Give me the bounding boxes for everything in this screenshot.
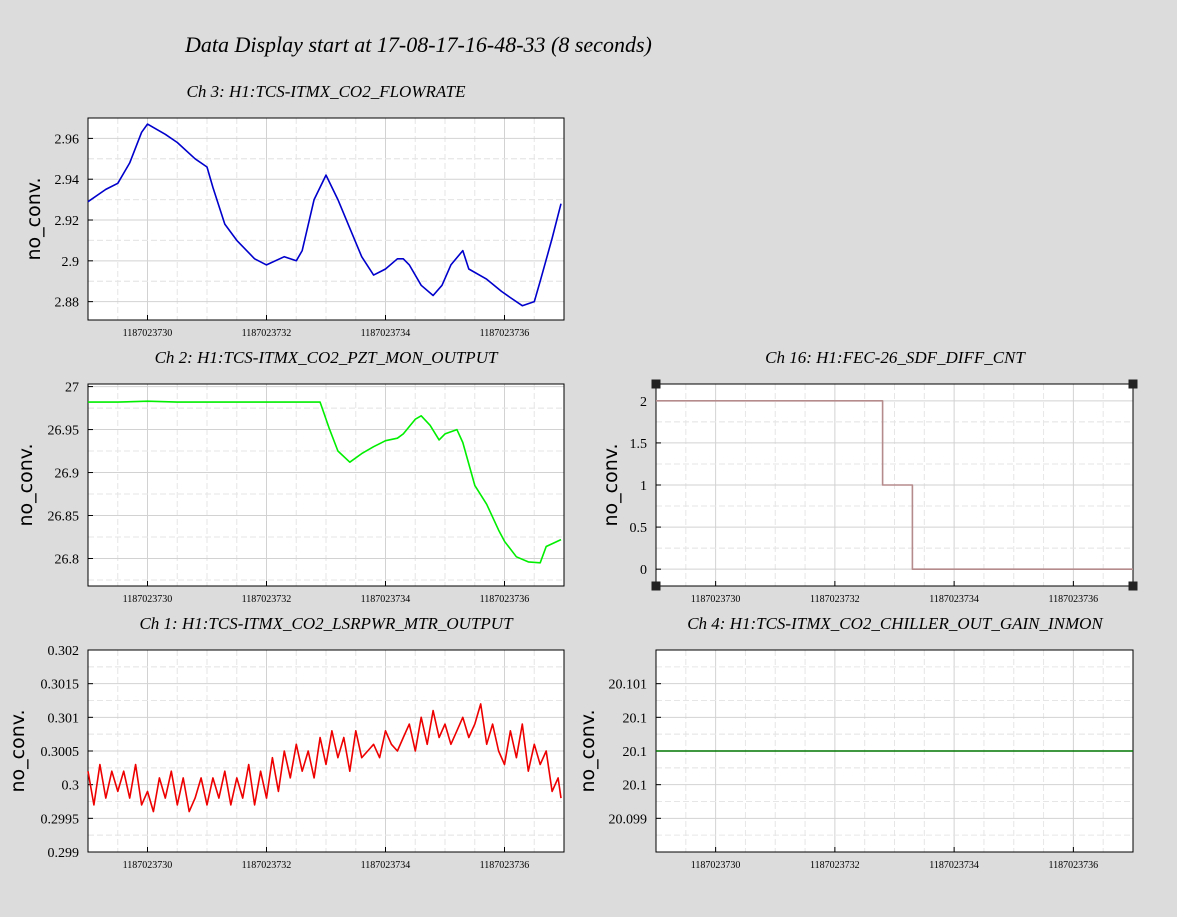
series-line — [656, 399, 1133, 571]
x-tick-label: 1187023732 — [810, 860, 860, 871]
chart-panel-1: 2.88 2.9 2.92 2.94 2.96 1187023730 1187023732 1… — [23, 82, 565, 339]
x-tick-label: 1187023734 — [361, 594, 411, 605]
y-tick-label: 2.92 — [55, 214, 80, 229]
y-tick-label: 2 — [640, 395, 647, 410]
plot-frame — [87, 383, 565, 587]
y-tick-label: 0.3005 — [41, 745, 80, 760]
x-tick-label: 1187023732 — [242, 860, 292, 871]
selection-handle[interactable] — [651, 379, 661, 389]
x-tick-label: 1187023732 — [242, 594, 292, 605]
y-tick-label: 20.101 — [609, 678, 648, 693]
y-tick-label: 20.1 — [623, 711, 648, 726]
y-tick-label: 0.2995 — [41, 812, 80, 827]
x-tick-label: 1187023730 — [691, 860, 741, 871]
x-tick-label: 1187023736 — [480, 594, 530, 605]
y-tick-label: 2.9 — [62, 255, 80, 270]
x-tick-label: 1187023730 — [123, 860, 173, 871]
y-tick-label: 0.5 — [630, 521, 648, 536]
x-tick-label: 1187023734 — [361, 860, 411, 871]
y-tick-label: 2.94 — [55, 173, 80, 188]
x-tick-label: 1187023730 — [123, 594, 173, 605]
y-tick-label: 0.3 — [62, 779, 80, 794]
x-tick-label: 1187023736 — [1049, 860, 1099, 871]
y-tick-label: 1.5 — [630, 437, 648, 452]
chart-title: Ch 1: H1:TCS-ITMX_CO2_LSRPWR_MTR_OUTPUT — [139, 614, 514, 633]
x-tick-label: 1187023732 — [242, 328, 292, 339]
plot-frame — [87, 117, 565, 321]
y-tick-label: 26.8 — [55, 552, 80, 567]
y-tick-label: 20.1 — [623, 779, 648, 794]
y-axis-label: no_conv. — [600, 443, 622, 526]
selection-handle[interactable] — [651, 581, 661, 591]
y-axis-label: no_conv. — [7, 709, 29, 792]
chart-title: Ch 3: H1:TCS-ITMX_CO2_FLOWRATE — [187, 82, 467, 101]
y-tick-label: 0.302 — [48, 644, 80, 659]
series-line — [87, 703, 562, 813]
chart-panel-4: 0.299 0.2995 0.3 0.3005 0.301 0.3015 0.302 1187… — [7, 614, 565, 871]
y-tick-label: 1 — [640, 479, 647, 494]
chart-panel-5: 20.099 20.1 20.1 20.1 20.101 1187023730 118702… — [577, 614, 1134, 871]
y-tick-label: 26.9 — [55, 467, 80, 482]
x-tick-label: 1187023732 — [810, 594, 860, 605]
chart-panel-3: 0 0.5 1 1.5 2 1187023730 1187023732 1187023734 1… — [600, 348, 1138, 605]
series-line — [87, 123, 562, 307]
series-line — [88, 400, 562, 564]
x-tick-label: 1187023730 — [691, 594, 741, 605]
chart-title: Ch 2: H1:TCS-ITMX_CO2_PZT_MON_OUTPUT — [155, 348, 499, 367]
x-tick-label: 1187023734 — [929, 594, 979, 605]
y-tick-label: 26.95 — [48, 424, 80, 439]
page-title: Data Display start at 17-08-17-16-48-33 … — [185, 32, 652, 57]
selection-handle[interactable] — [1128, 581, 1138, 591]
y-axis-label: no_conv. — [577, 709, 599, 792]
x-tick-label: 1187023736 — [480, 328, 530, 339]
chart-title: Ch 4: H1:TCS-ITMX_CO2_CHILLER_OUT_GAIN_I… — [687, 614, 1104, 633]
x-tick-label: 1187023734 — [361, 328, 411, 339]
x-tick-label: 1187023734 — [929, 860, 979, 871]
chart-panel-2: 26.8 26.85 26.9 26.95 27 1187023730 1187023732… — [15, 348, 565, 605]
y-tick-label: 20.099 — [609, 812, 648, 827]
x-tick-label: 1187023736 — [480, 860, 530, 871]
y-tick-label: 0 — [640, 563, 647, 578]
y-tick-label: 20.1 — [623, 745, 648, 760]
x-tick-label: 1187023730 — [123, 328, 173, 339]
y-tick-label: 2.88 — [55, 296, 80, 311]
y-tick-label: 0.301 — [48, 711, 80, 726]
y-tick-label: 0.299 — [48, 846, 80, 861]
y-tick-label: 2.96 — [55, 132, 80, 147]
x-tick-label: 1187023736 — [1049, 594, 1099, 605]
y-axis-label: no_conv. — [23, 177, 45, 260]
y-tick-label: 27 — [65, 381, 79, 396]
y-tick-label: 26.85 — [48, 510, 80, 525]
y-tick-label: 0.3015 — [41, 678, 80, 693]
selection-handle[interactable] — [1128, 379, 1138, 389]
y-axis-label: no_conv. — [15, 443, 37, 526]
chart-title: Ch 16: H1:FEC-26_SDF_DIFF_CNT — [765, 348, 1026, 367]
